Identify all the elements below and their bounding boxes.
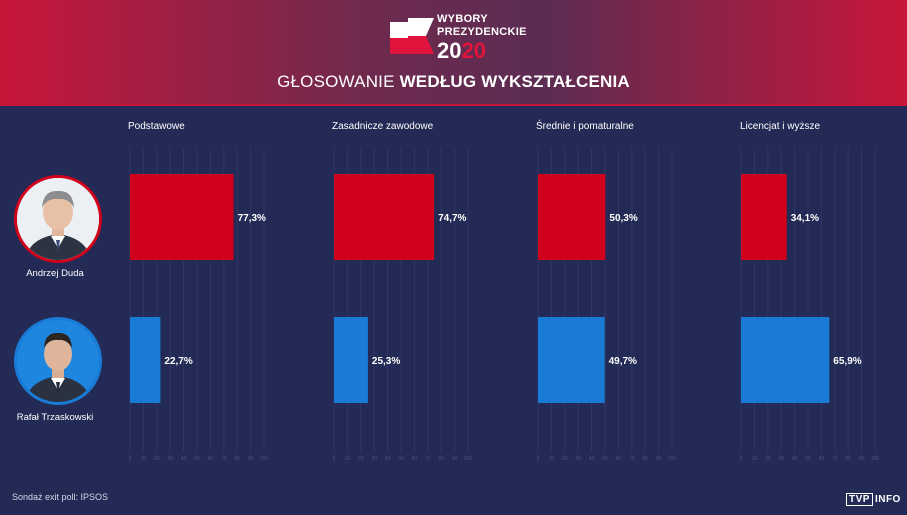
bar: [538, 317, 605, 403]
x-tick-label: 60: [208, 456, 214, 462]
bar: [538, 174, 606, 260]
bar: [741, 174, 787, 260]
x-tick-label: 70: [832, 456, 838, 462]
candidate-name: Rafał Trzaskowski: [16, 412, 94, 423]
person-portrait-icon: [17, 178, 99, 260]
x-tick-label: 30: [778, 456, 784, 462]
x-tick-label: 50: [194, 456, 200, 462]
x-tick-label: 60: [412, 456, 418, 462]
x-tick-label: 60: [819, 456, 825, 462]
x-tick-label: 30: [167, 456, 173, 462]
x-tick-label: 30: [371, 456, 377, 462]
x-tick-label: 0: [129, 456, 132, 462]
bar: [334, 317, 368, 403]
x-tick-label: 0: [333, 456, 336, 462]
flag-logo-icon: [390, 18, 434, 54]
x-tick-label: 90: [859, 456, 865, 462]
x-tick-label: 40: [181, 456, 187, 462]
x-tick-label: 10: [752, 456, 758, 462]
x-tick-label: 100: [464, 456, 473, 462]
x-tick-label: 50: [805, 456, 811, 462]
x-tick-label: 100: [871, 456, 880, 462]
x-tick-label: 90: [248, 456, 254, 462]
x-tick-label: 60: [616, 456, 622, 462]
x-tick-label: 20: [358, 456, 364, 462]
x-tick-label: 90: [452, 456, 458, 462]
data-label: 50,3%: [609, 213, 637, 224]
x-tick-label: 10: [141, 456, 147, 462]
x-tick-label: 20: [562, 456, 568, 462]
tvp-info-logo: TVP INFO: [846, 492, 901, 506]
x-tick-label: 80: [642, 456, 648, 462]
x-tick-label: 90: [656, 456, 662, 462]
x-tick-label: 50: [602, 456, 608, 462]
person-portrait-icon: [17, 320, 99, 402]
x-tick-label: 40: [589, 456, 595, 462]
x-tick-label: 20: [154, 456, 160, 462]
x-tick-label: 0: [537, 456, 540, 462]
x-tick-label: 70: [221, 456, 227, 462]
logo-year: 2020: [437, 38, 486, 63]
candidate-name: Andrzej Duda: [26, 268, 84, 279]
x-tick-label: 0: [740, 456, 743, 462]
x-tick-label: 70: [629, 456, 635, 462]
category-label: Licencjat i wyższe: [740, 121, 821, 132]
x-tick-label: 80: [845, 456, 851, 462]
x-tick-label: 80: [438, 456, 444, 462]
title-bold: WEDŁUG WYKSZTAŁCENIA: [399, 72, 630, 91]
header-banner: WYBORY PREZYDENCKIE 2020 GŁOSOWANIE WEDŁ…: [0, 0, 907, 106]
logo-line-2: PREZYDENCKIE: [437, 26, 527, 38]
x-tick-label: 40: [792, 456, 798, 462]
avatar-duda: [14, 175, 102, 263]
x-tick-label: 70: [425, 456, 431, 462]
avatar-trzaskowski: [14, 317, 102, 405]
data-label: 77,3%: [238, 213, 266, 224]
x-tick-label: 50: [398, 456, 404, 462]
data-label: 65,9%: [833, 356, 861, 367]
bar: [130, 174, 234, 260]
x-tick-label: 80: [234, 456, 240, 462]
x-tick-label: 100: [668, 456, 677, 462]
x-tick-label: 40: [385, 456, 391, 462]
bar: [334, 174, 435, 260]
x-tick-label: 10: [345, 456, 351, 462]
title-normal: GŁOSOWANIE: [277, 72, 400, 91]
bar: [741, 317, 830, 403]
data-label: 49,7%: [609, 356, 637, 367]
data-label: 22,7%: [164, 356, 192, 367]
data-label: 34,1%: [791, 213, 819, 224]
category-label: Średnie i pomaturalne: [536, 121, 634, 132]
x-tick-label: 20: [765, 456, 771, 462]
x-tick-label: 10: [549, 456, 555, 462]
bar: [130, 317, 161, 403]
logo-line-1: WYBORY: [437, 13, 488, 25]
wybory-logo: WYBORY PREZYDENCKIE 2020: [390, 14, 530, 64]
x-tick-label: 100: [260, 456, 269, 462]
source-note: Sondaż exit poll: IPSOS: [12, 492, 109, 502]
x-tick-label: 30: [575, 456, 581, 462]
page-title: GŁOSOWANIE WEDŁUG WYKSZTAŁCENIA: [0, 72, 907, 92]
data-label: 25,3%: [372, 356, 400, 367]
data-label: 74,7%: [438, 213, 466, 224]
category-label: Zasadnicze zawodowe: [332, 121, 434, 132]
category-label: Podstawowe: [128, 121, 185, 132]
